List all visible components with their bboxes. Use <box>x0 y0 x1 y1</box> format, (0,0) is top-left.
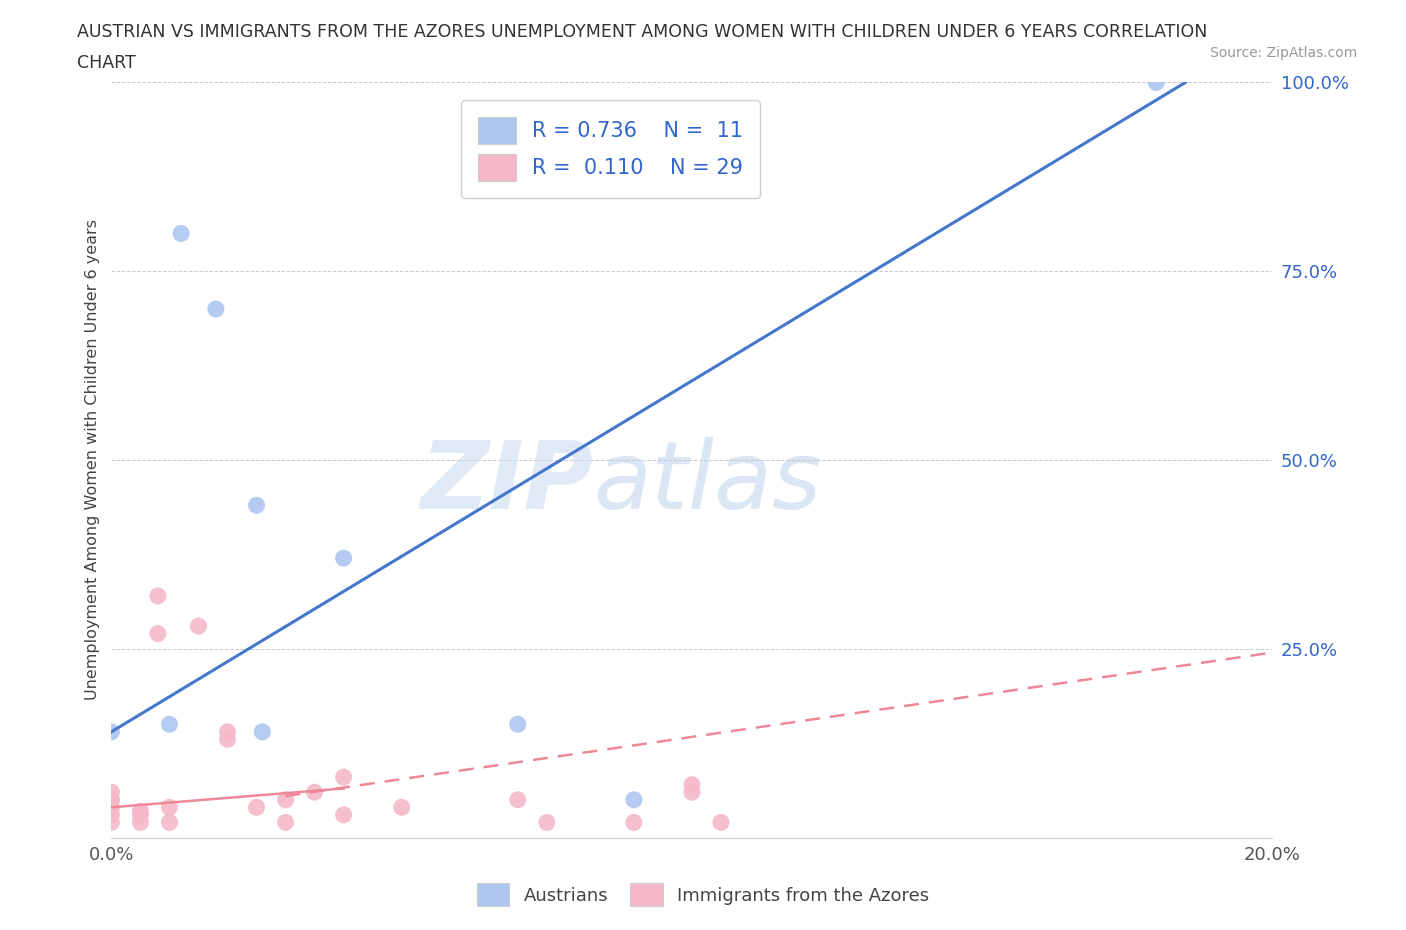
Text: CHART: CHART <box>77 54 136 72</box>
Point <box>506 792 529 807</box>
Point <box>332 770 354 785</box>
Point <box>623 792 645 807</box>
Point <box>681 785 703 800</box>
Point <box>252 724 274 739</box>
Point <box>159 717 181 732</box>
Point <box>391 800 413 815</box>
Point <box>159 815 181 830</box>
Legend: Austrians, Immigrants from the Azores: Austrians, Immigrants from the Azores <box>470 876 936 913</box>
Text: ZIP: ZIP <box>420 437 593 528</box>
Point <box>1144 75 1167 90</box>
Point <box>100 785 122 800</box>
Point <box>100 792 122 807</box>
Point <box>332 807 354 822</box>
Point <box>187 618 209 633</box>
Text: atlas: atlas <box>593 437 821 528</box>
Point <box>100 807 122 822</box>
Point <box>100 800 122 815</box>
Legend: R = 0.736    N =  11, R =  0.110    N = 29: R = 0.736 N = 11, R = 0.110 N = 29 <box>461 100 759 198</box>
Point <box>245 800 267 815</box>
Text: AUSTRIAN VS IMMIGRANTS FROM THE AZORES UNEMPLOYMENT AMONG WOMEN WITH CHILDREN UN: AUSTRIAN VS IMMIGRANTS FROM THE AZORES U… <box>77 23 1208 41</box>
Point <box>100 724 122 739</box>
Point <box>332 551 354 565</box>
Point <box>159 800 181 815</box>
Point <box>170 226 193 241</box>
Point <box>205 301 228 316</box>
Point <box>217 732 239 747</box>
Point <box>710 815 733 830</box>
Text: Source: ZipAtlas.com: Source: ZipAtlas.com <box>1209 46 1357 60</box>
Point <box>146 626 169 641</box>
Point <box>274 792 297 807</box>
Point <box>274 815 297 830</box>
Point <box>129 807 152 822</box>
Point <box>681 777 703 792</box>
Point <box>129 804 152 818</box>
Point <box>217 724 239 739</box>
Point <box>100 815 122 830</box>
Point <box>100 792 122 807</box>
Point <box>304 785 326 800</box>
Point <box>506 717 529 732</box>
Point <box>245 498 267 512</box>
Point <box>623 815 645 830</box>
Y-axis label: Unemployment Among Women with Children Under 6 years: Unemployment Among Women with Children U… <box>86 219 100 700</box>
Point <box>129 815 152 830</box>
Point <box>536 815 558 830</box>
Point <box>146 589 169 604</box>
